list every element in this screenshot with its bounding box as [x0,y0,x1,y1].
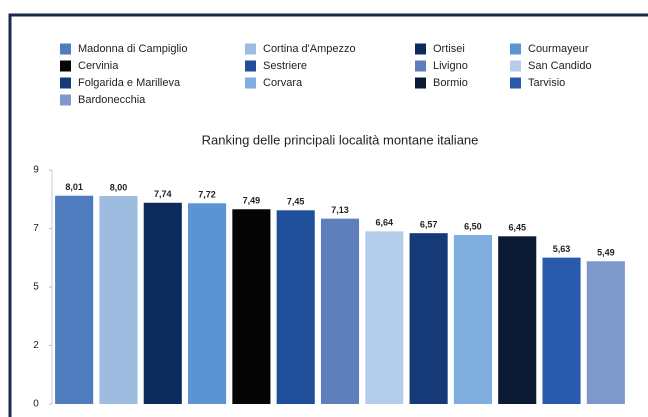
y-tick-label: 0 [33,399,39,410]
legend-label: Corvara [263,77,303,89]
legend-label: Livigno [433,60,468,72]
legend-label: Madonna di Campiglio [78,43,187,55]
legend-label: Bormio [433,77,468,89]
data-label: 6,50 [464,221,482,231]
data-label: 7,74 [154,189,172,199]
legend-swatch [415,77,426,89]
legend-swatch [245,60,256,72]
data-label: 7,13 [331,205,349,215]
bar [99,196,138,404]
data-label: 5,63 [553,244,571,254]
legend-label: Cervinia [78,60,119,72]
legend-label: Ortisei [433,43,465,55]
y-tick-label: 5 [33,282,39,293]
bar [498,236,537,404]
data-label: 8,01 [65,182,83,192]
legend-swatch [510,43,521,55]
bar [453,235,492,404]
bar [276,210,315,404]
bar [55,195,94,404]
legend-label: Bardonecchia [78,94,146,106]
data-label: 7,45 [287,197,305,207]
data-label: 7,49 [243,196,261,206]
legend-swatch [60,94,71,106]
legend-label: Courmayeur [528,43,589,55]
bar [409,233,448,404]
legend-swatch [510,60,521,72]
y-tick-label: 2 [33,340,39,351]
legend-label: Cortina d'Ampezzo [263,43,356,55]
y-tick-label: 9 [33,165,39,176]
legend-label: Folgarida e Marilleva [78,77,181,89]
legend-swatch [245,43,256,55]
legend-swatch [415,43,426,55]
bar [542,257,581,404]
bar [365,231,404,404]
legend-swatch [245,77,256,89]
chart-title: Ranking delle principali località montan… [202,132,479,147]
legend-label: Tarvisio [528,77,565,89]
legend-swatch [510,77,521,89]
bar [232,209,271,404]
y-tick-label: 7 [33,223,39,234]
bar [143,202,182,404]
legend-label: Sestriere [263,60,307,72]
bar [320,218,360,404]
legend-label: San Candido [528,60,592,72]
data-label: 6,45 [508,223,526,233]
frame [8,13,648,417]
legend-swatch [60,77,71,89]
data-label: 8,00 [110,182,128,192]
data-label: 5,49 [597,248,615,258]
legend-swatch [60,60,71,72]
data-label: 6,57 [420,220,438,230]
legend-swatch [60,43,71,55]
bar [586,261,625,404]
legend-swatch [415,60,426,72]
bar [188,203,227,404]
data-label: 6,64 [376,218,394,228]
data-label: 7,72 [198,190,216,200]
